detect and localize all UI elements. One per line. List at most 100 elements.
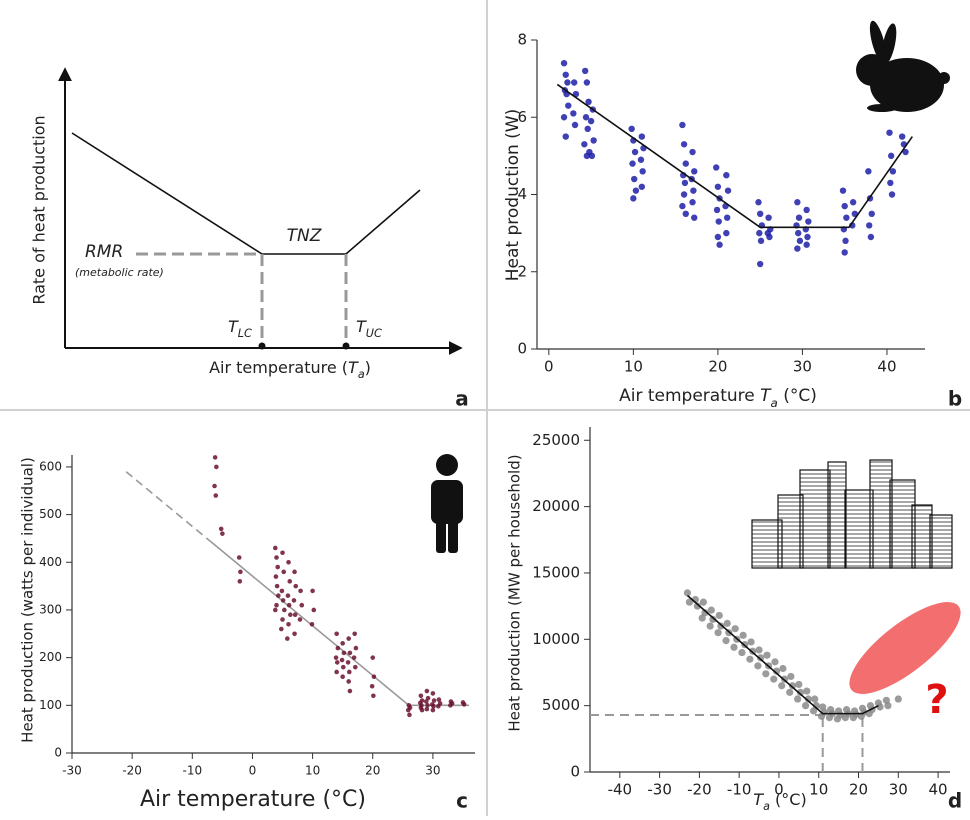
x-axis-label: Air temperature (Ta) [209, 358, 371, 381]
label-part: T [228, 317, 239, 336]
point [739, 631, 747, 639]
point [292, 569, 297, 575]
label-part: UC [366, 327, 382, 340]
point [689, 199, 696, 206]
point [345, 660, 351, 665]
point [570, 79, 578, 86]
point [713, 206, 721, 214]
point [746, 655, 754, 663]
fit-line [686, 594, 879, 715]
point [841, 713, 849, 722]
point [334, 660, 340, 665]
point [715, 218, 722, 225]
x-tick-label: -40 [608, 781, 633, 799]
point [371, 674, 377, 680]
point [407, 712, 412, 718]
point [280, 598, 286, 603]
point [724, 187, 732, 194]
x-tick-label: 20 [708, 358, 727, 376]
point [685, 598, 694, 606]
point [333, 655, 339, 660]
point [766, 233, 773, 241]
point [849, 199, 857, 206]
point [584, 125, 591, 133]
point [902, 148, 909, 156]
point [762, 670, 770, 678]
point [794, 199, 801, 206]
point [562, 71, 569, 78]
point [723, 229, 730, 237]
point [693, 602, 702, 610]
point [570, 110, 577, 117]
point [369, 683, 375, 689]
point [346, 669, 352, 675]
point [286, 559, 291, 565]
point [794, 695, 802, 703]
y-tick-label: 5000 [542, 696, 580, 714]
y-tick-label: 4 [517, 185, 527, 203]
point [632, 187, 640, 194]
point [839, 187, 847, 194]
point [843, 214, 850, 221]
point [583, 152, 591, 160]
point [583, 79, 591, 86]
point [886, 129, 893, 136]
point [865, 168, 872, 175]
point [755, 199, 762, 206]
point [867, 233, 875, 241]
point [754, 662, 762, 670]
point [709, 615, 717, 624]
point [236, 555, 242, 560]
point [214, 464, 219, 470]
point [425, 703, 430, 708]
label-part: T [356, 317, 367, 336]
x-tick-label: 30 [425, 764, 440, 778]
point [707, 606, 715, 614]
label-part: (°C) [778, 386, 817, 406]
point [213, 493, 219, 498]
label-part: a [771, 396, 778, 410]
x-tick-label: -20 [687, 781, 712, 799]
point [274, 583, 280, 589]
point [274, 602, 279, 608]
y-tick-label: 100 [39, 698, 62, 712]
person-icon [431, 454, 463, 553]
point [353, 664, 358, 670]
point [868, 210, 875, 218]
annotation: ? [925, 677, 948, 723]
point [629, 160, 636, 167]
point [279, 626, 284, 632]
point [682, 160, 689, 167]
point [630, 195, 637, 202]
point [796, 237, 804, 245]
point [273, 607, 278, 613]
y-axis-label: Heat production (watts per individual) [19, 457, 37, 743]
y-tick-label: 300 [39, 602, 62, 616]
point [690, 187, 697, 194]
label-part: ) [365, 358, 371, 377]
point [680, 141, 688, 148]
point [714, 183, 722, 190]
point [795, 214, 803, 221]
x-tick-label: 30 [889, 781, 908, 799]
point [795, 680, 803, 689]
label-part: Air temperature ( [209, 358, 348, 377]
point [341, 650, 347, 656]
point [689, 148, 696, 156]
point [772, 667, 781, 675]
point [285, 593, 291, 598]
x-axis-label: Ta (°C) [753, 790, 806, 813]
point [286, 621, 291, 627]
point [431, 698, 437, 703]
y-tick-label: 25000 [532, 431, 580, 449]
city-icon [751, 459, 953, 569]
point [448, 703, 453, 708]
point [280, 617, 285, 622]
x-tick-label: 20 [365, 764, 380, 778]
point [628, 125, 635, 133]
point [352, 631, 358, 637]
label-part: T [348, 358, 359, 377]
point [681, 179, 689, 187]
point [679, 121, 686, 129]
point [581, 67, 589, 75]
